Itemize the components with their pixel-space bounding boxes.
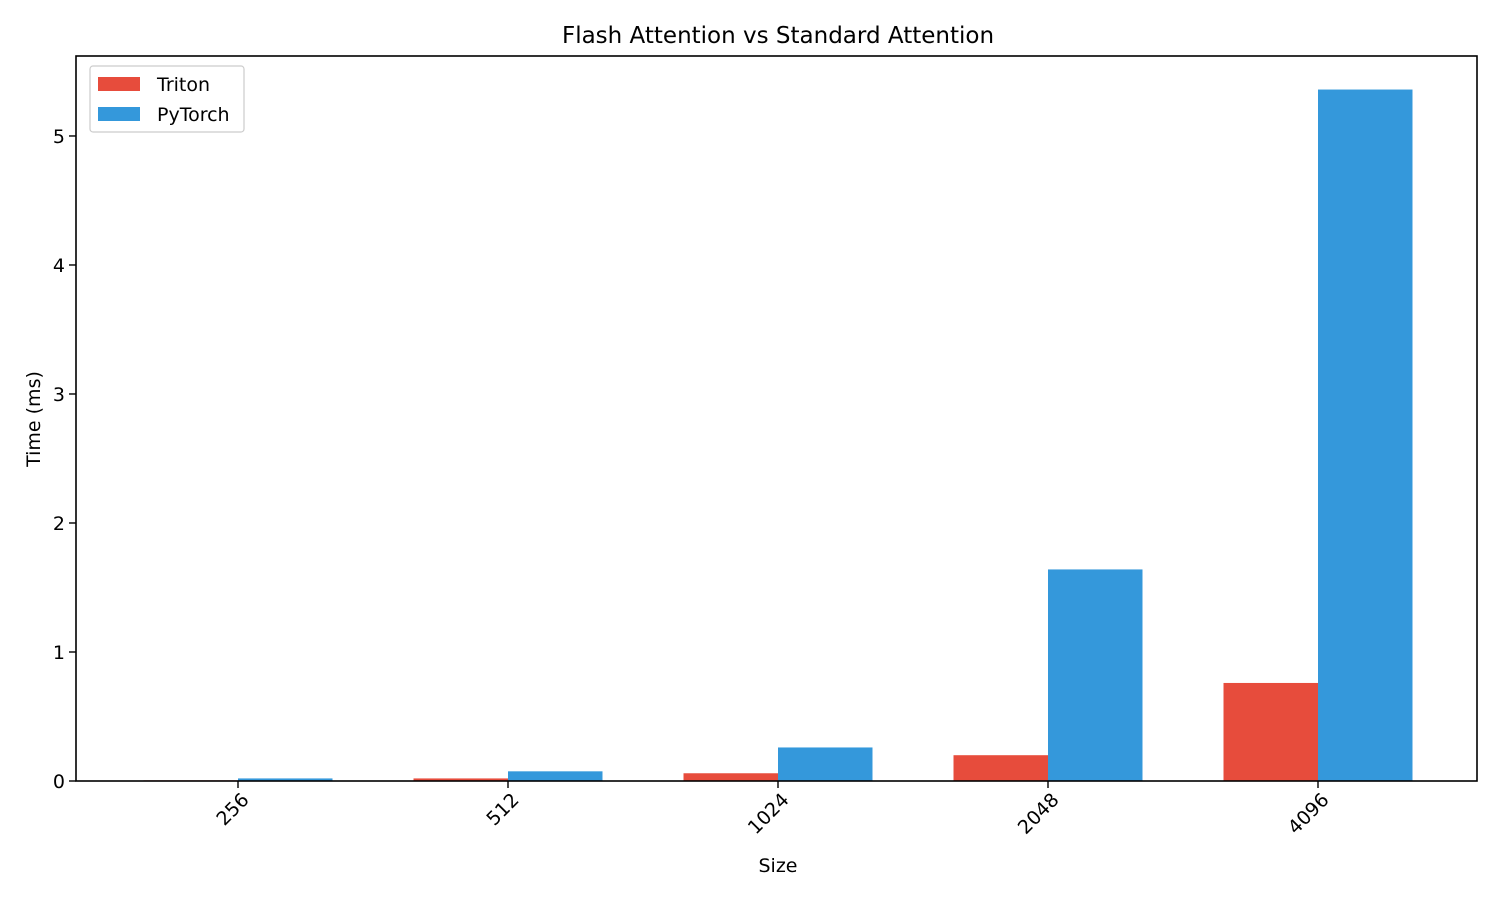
bar-pytorch-4096 — [1318, 89, 1413, 782]
legend-label-pytorch: PyTorch — [157, 104, 230, 126]
bar-triton-1024 — [683, 773, 778, 781]
bar-pytorch-1024 — [778, 747, 873, 781]
x-axis-label: Size — [758, 855, 797, 877]
bar-triton-512 — [413, 778, 508, 781]
legend: Triton PyTorch — [89, 65, 245, 133]
y-axis-label: Time (ms) — [23, 371, 45, 468]
chart-title: Flash Attention vs Standard Attention — [562, 23, 994, 49]
y-tick-label: 2 — [53, 513, 65, 535]
bar-triton-4096 — [1223, 682, 1318, 781]
y-tick-label: 5 — [53, 126, 65, 148]
y-tick-label: 0 — [53, 771, 65, 793]
y-tick-label: 3 — [53, 384, 65, 406]
bar-pytorch-512 — [508, 771, 603, 781]
bar-triton-2048 — [953, 755, 1048, 781]
bars-group — [143, 89, 1413, 782]
legend-swatch-pytorch — [98, 107, 140, 121]
bar-pytorch-2048 — [1048, 569, 1143, 781]
legend-swatch-triton — [98, 77, 140, 91]
y-tick-label: 4 — [53, 255, 65, 277]
plot-frame — [75, 55, 1478, 782]
legend-label-triton: Triton — [156, 74, 210, 96]
y-tick-label: 1 — [53, 642, 65, 664]
y-axis: 0 1 2 3 4 5 — [53, 126, 76, 793]
bar-pytorch-256 — [238, 778, 333, 781]
